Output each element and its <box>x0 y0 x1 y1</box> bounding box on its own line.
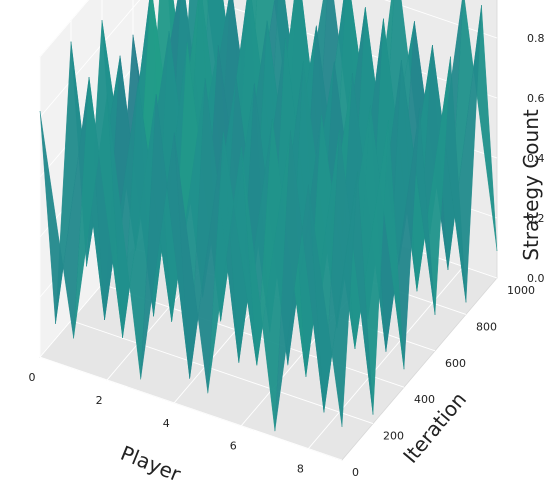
z-tick-label: 0.2 <box>527 212 545 225</box>
surface-face <box>308 171 358 428</box>
y-tick-label: 0 <box>352 466 359 479</box>
surface-faces <box>39 0 498 432</box>
x-tick-label: 8 <box>297 463 304 476</box>
y-tick-label: 800 <box>476 320 497 333</box>
x-tick-label: 2 <box>96 394 103 407</box>
z-tick-label: 0.0 <box>527 272 545 285</box>
z-tick-label: 0.4 <box>527 152 545 165</box>
y-tick-label: 400 <box>414 393 435 406</box>
x-tick-label: 4 <box>163 417 170 430</box>
x-tick-label: 6 <box>230 440 237 453</box>
x-axis-title: Player <box>117 441 184 487</box>
z-tick-label: 0.8 <box>527 32 545 45</box>
z-tick-label: 0.6 <box>527 92 545 105</box>
y-tick-label: 600 <box>445 357 466 370</box>
y-tick-label: 1000 <box>507 284 535 297</box>
gridline-y <box>39 57 343 461</box>
x-tick-label: 0 <box>29 371 36 384</box>
y-tick-label: 200 <box>383 430 404 443</box>
z-axis-title: Strategy Count <box>519 109 543 261</box>
